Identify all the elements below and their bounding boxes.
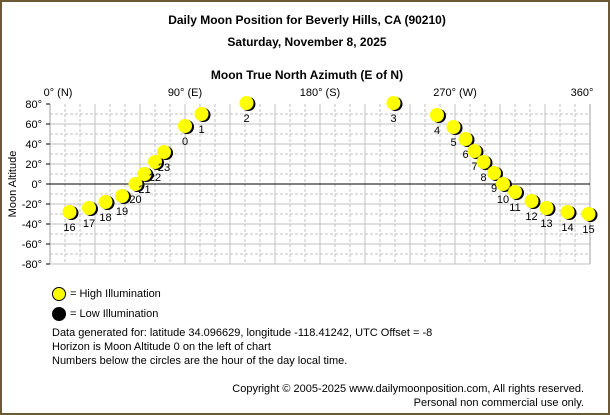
moon-marker-icon <box>194 107 209 121</box>
legend-low-label: = Low Illumination <box>70 308 159 320</box>
moon-position-plot: 80° 60° 40° 20° 0° -20° -40° -60° -80° 0° (N) 90° … <box>7 87 598 271</box>
info-block: Data generated for: latitude 34.096629, … <box>52 326 432 368</box>
y-axis-label: Moon Altitude <box>7 151 19 218</box>
hour-label: 23 <box>158 162 170 174</box>
hour-label: 20 <box>129 194 141 206</box>
hour-label: 16 <box>63 222 75 234</box>
moon-marker-icon <box>115 189 129 203</box>
y-tick-label: -40° <box>22 219 42 231</box>
moon-marker-icon <box>82 201 96 215</box>
hour-label: 0 <box>182 136 188 148</box>
moon-marker-icon <box>539 201 554 215</box>
hour-label: 15 <box>582 224 594 236</box>
moon-marker-icon <box>560 205 575 219</box>
hour-label: 22 <box>149 172 161 184</box>
y-tick-label: -80° <box>22 259 42 271</box>
moon-marker-icon <box>508 185 522 199</box>
hour-label: 8 <box>480 172 486 184</box>
y-tick-label: 0° <box>31 179 42 191</box>
legend-low: = Low Illumination <box>52 307 158 321</box>
hour-label: 2 <box>243 113 249 125</box>
moon-marker-icon <box>496 177 510 191</box>
hour-label: 9 <box>491 183 497 195</box>
moon-marker-icon <box>157 145 171 159</box>
hour-label: 19 <box>116 206 128 218</box>
moon-marker-icon <box>467 144 482 158</box>
x-axis-title: Moon True North Azimuth (E of N) <box>210 68 404 82</box>
moon-marker-icon <box>137 167 152 181</box>
moon-marker-icon <box>446 120 461 134</box>
y-tick-label: 40° <box>25 139 42 151</box>
moon-marker-icon <box>178 119 192 133</box>
y-tick-label: 20° <box>25 159 42 171</box>
moon-marker-icon <box>487 166 501 180</box>
hour-label: 17 <box>83 218 95 230</box>
info-horizon: Horizon is Moon Altitude 0 on the left o… <box>52 341 271 353</box>
hour-label: 4 <box>434 125 440 137</box>
hour-label: 10 <box>497 194 509 206</box>
x-tick-label: 270° (W) <box>433 87 477 99</box>
moon-marker-icon <box>386 96 401 110</box>
y-tick-label: 80° <box>25 99 42 111</box>
hour-label: 12 <box>525 211 537 223</box>
hour-label: 18 <box>99 212 111 224</box>
moon-marker-icon <box>62 205 77 219</box>
moon-marker-icon <box>476 155 491 169</box>
legend-high: = High Illumination <box>52 287 161 301</box>
hour-label: 7 <box>471 161 477 173</box>
moon-marker-icon <box>128 177 143 191</box>
hour-label: 13 <box>540 218 552 230</box>
hour-label: 21 <box>138 184 150 196</box>
usage-note: Personal non commercial use only. <box>413 397 584 409</box>
chart-title: Daily Moon Position for Beverly Hills, C… <box>168 13 446 27</box>
chart-date: Saturday, November 8, 2025 <box>227 35 387 49</box>
hour-label: 1 <box>198 124 204 136</box>
moon-marker-icon <box>581 207 596 221</box>
hour-label: 14 <box>561 222 573 234</box>
x-tick-label: 360° <box>571 87 594 99</box>
copyright: Copyright © 2005-2025 www.dailymoonposit… <box>232 383 584 395</box>
x-tick-label: 0° (N) <box>44 87 73 99</box>
y-tick-label: 60° <box>25 119 42 131</box>
info-location: Data generated for: latitude 34.096629, … <box>52 327 433 339</box>
y-tick-label: -60° <box>22 239 42 251</box>
hour-label: 6 <box>462 149 468 161</box>
y-tick-label: -20° <box>22 199 42 211</box>
moon-marker-icon <box>98 195 113 209</box>
high-illumination-icon <box>52 287 66 301</box>
hour-label: 11 <box>509 202 520 214</box>
low-illumination-icon <box>52 307 66 321</box>
hour-label: 3 <box>390 113 396 125</box>
moon-marker-icon <box>239 96 254 110</box>
hour-label: 5 <box>450 137 456 149</box>
moon-marker-icon <box>148 155 162 169</box>
moon-marker-icon <box>524 194 539 208</box>
x-tick-label: 90° (E) <box>168 87 202 99</box>
legend-high-label: = High Illumination <box>70 288 161 300</box>
moon-marker-icon <box>458 132 473 146</box>
footer: Copyright © 2005-2025 www.dailymoonposit… <box>232 382 584 410</box>
info-hours: Numbers below the circles are the hour o… <box>52 355 348 367</box>
x-tick-label: 180° (S) <box>300 87 340 99</box>
moon-marker-icon <box>430 108 444 122</box>
